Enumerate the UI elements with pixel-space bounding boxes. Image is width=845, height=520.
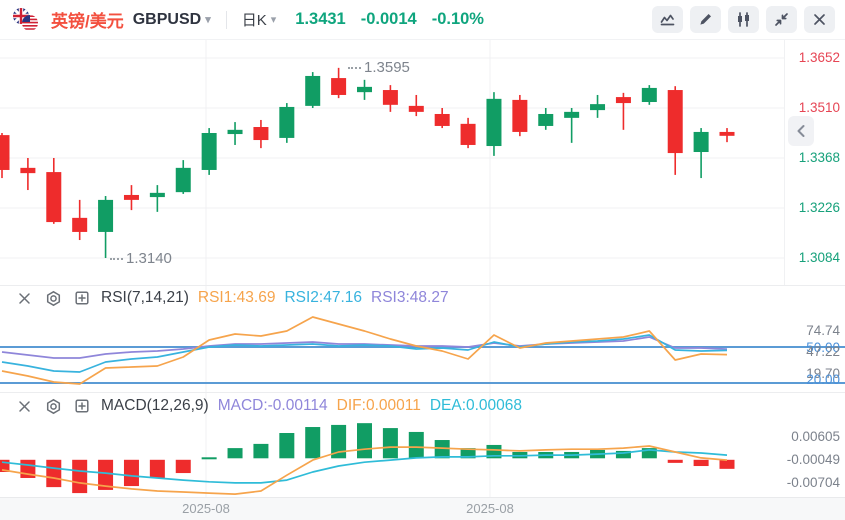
symbol-label: GBPUSD [132, 10, 202, 28]
price-axis-label: 1.3368 [798, 149, 840, 165]
price-axis-label: 1.3510 [798, 99, 840, 115]
price-axis-label: 1.3652 [798, 50, 840, 65]
candlestick-icon [738, 12, 749, 27]
pencil-icon [700, 14, 711, 25]
macd-settings-icon[interactable] [43, 396, 63, 416]
candlestick-style-button[interactable] [728, 6, 759, 33]
dif-value: DIF:0.00011 [336, 397, 421, 414]
price-change: -0.0014 [360, 10, 417, 28]
area-chart-button[interactable] [652, 6, 683, 33]
macd-axis-label: -0.00704 [786, 475, 840, 491]
divider [225, 10, 227, 29]
add-indicator-icon[interactable] [72, 288, 92, 308]
close-chart-button[interactable] [804, 6, 835, 33]
collapse-arrows-icon [775, 13, 788, 26]
price-change-percent: -0.10% [431, 10, 484, 28]
collapse-panel-handle[interactable] [788, 116, 814, 146]
time-axis-label: 2025-08 [466, 501, 514, 516]
quote-block: 1.3431 -0.0014 -0.10% [295, 10, 484, 29]
interval-label: 日K [241, 12, 267, 29]
macd-header: MACD(12,26,9) MACD:-0.00114 DIF:0.00011 … [14, 396, 522, 416]
chevron-down-icon: ▾ [270, 14, 277, 26]
rsi-title: RSI(7,14,21) [101, 289, 189, 306]
rsi1-value: RSI1:43.69 [197, 289, 276, 306]
macd-axis-label: -0.00049 [786, 452, 840, 468]
leader-dots [110, 257, 123, 260]
panel-divider [0, 285, 845, 286]
topbar: 英镑/美元 GBPUSD ▾ 日K ▾ 1.3431 -0.0014 -0.10… [0, 0, 845, 40]
time-axis: 2025-08 2025-08 [0, 497, 845, 520]
chevron-left-icon [797, 125, 805, 137]
area-chart-icon [660, 14, 675, 26]
collapse-button[interactable] [766, 6, 797, 33]
macd-value: MACD:-0.00114 [217, 397, 328, 414]
macd-title: MACD(12,26,9) [101, 397, 209, 414]
rsi-axis-label: 74.74 [806, 323, 840, 338]
leader-dots [348, 66, 361, 69]
rsi-axis-label: 50.00 [806, 340, 840, 355]
high-price-annotation: 1.3595 [348, 59, 410, 76]
chevron-down-icon: ▾ [205, 14, 211, 26]
close-icon [814, 14, 825, 25]
rsi-header: RSI(7,14,21) RSI1:43.69 RSI2:47.16 RSI3:… [14, 288, 449, 308]
rsi-axis-label: 47.22 [806, 344, 840, 359]
panel-divider [0, 392, 845, 393]
rsi-axis-label: 19.70 [806, 366, 840, 381]
rsi2-value: RSI2:47.16 [284, 289, 363, 306]
price-axis-label: 1.3226 [798, 199, 840, 215]
symbol-selector[interactable]: GBPUSD ▾ [133, 11, 211, 29]
pair-name-cn: 英镑/美元 [51, 12, 124, 31]
draw-button[interactable] [690, 6, 721, 33]
chart-toolbar [652, 6, 835, 33]
macd-axis-label: 0.00605 [791, 429, 840, 445]
low-price-annotation: 1.3140 [110, 250, 172, 267]
gbpusd-flag-icon [13, 7, 38, 31]
rsi-axis-label: 20.00 [806, 372, 840, 387]
add-indicator-icon[interactable] [72, 396, 92, 416]
rsi-settings-icon[interactable] [43, 288, 63, 308]
remove-rsi-icon[interactable] [14, 288, 34, 308]
last-price: 1.3431 [295, 10, 346, 28]
price-axis-label: 1.3084 [798, 249, 840, 265]
rsi3-value: RSI3:48.27 [371, 289, 449, 306]
time-axis-label: 2025-08 [182, 501, 230, 516]
dea-value: DEA:0.00068 [429, 397, 523, 414]
remove-macd-icon[interactable] [14, 396, 34, 416]
interval-selector[interactable]: 日K ▾ [242, 9, 277, 30]
